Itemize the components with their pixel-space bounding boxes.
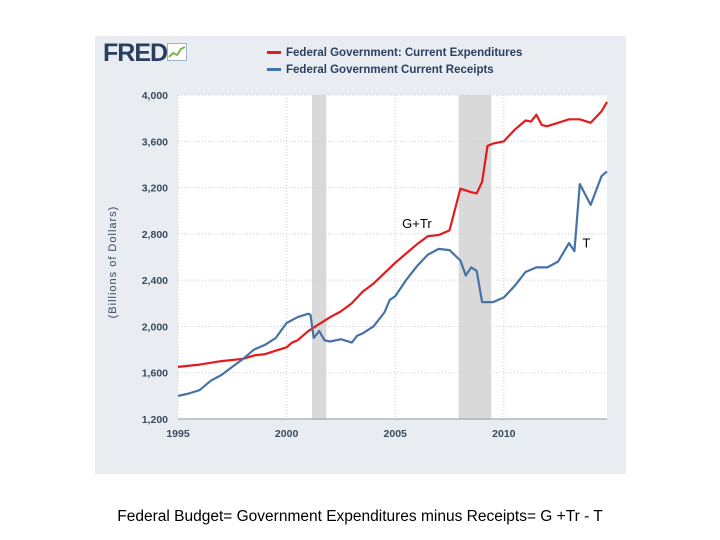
y-tick-label-4: 2,800	[142, 229, 168, 241]
plot-background	[178, 95, 607, 419]
y-tick-label-6: 3,600	[142, 136, 168, 148]
series-line-receipts	[177, 170, 608, 397]
fred-logo: FRED	[103, 39, 168, 67]
x-tick-label-2: 2005	[384, 428, 408, 440]
y-tick-label-3: 2,400	[142, 275, 168, 287]
recession-band-0	[312, 95, 327, 419]
y-tick-label-2: 2,000	[142, 321, 168, 333]
legend-item-expenditures: Federal Government: Current Expenditures	[267, 44, 522, 61]
series-line-expenditures	[177, 101, 608, 368]
x-tick-label-3: 2010	[492, 428, 516, 440]
legend-swatch-receipts	[267, 68, 281, 71]
x-tick-label-0: 1995	[166, 428, 190, 440]
chart-legend: Federal Government: Current Expenditures…	[267, 44, 522, 78]
legend-swatch-expenditures	[267, 51, 281, 54]
legend-label-receipts: Federal Government Current Receipts	[286, 63, 494, 76]
y-tick-label-5: 3,200	[142, 183, 168, 195]
plot-area: 1,200 1,600 2,000 2,400 2,800 3,200 3,600 4,000…	[142, 90, 608, 440]
annotation-label-1: T	[582, 236, 590, 251]
legend-label-expenditures: Federal Government: Current Expenditures	[286, 46, 523, 59]
annotation-label-0: G+Tr	[402, 216, 432, 231]
legend-item-receipts: Federal Government Current Receipts	[267, 61, 522, 78]
y-tick-label-1: 1,600	[142, 368, 168, 380]
y-tick-label-0: 1,200	[142, 414, 168, 426]
y-tick-label-7: 4,000	[142, 90, 168, 102]
chart-panel: FRED Federal Government: Current Expendi…	[95, 36, 626, 474]
recession-band-1	[458, 95, 492, 419]
x-tick-label-1: 2000	[275, 428, 299, 440]
slide-caption: Federal Budget= Government Expenditures …	[117, 508, 603, 525]
fred-chart-icon	[167, 43, 187, 61]
